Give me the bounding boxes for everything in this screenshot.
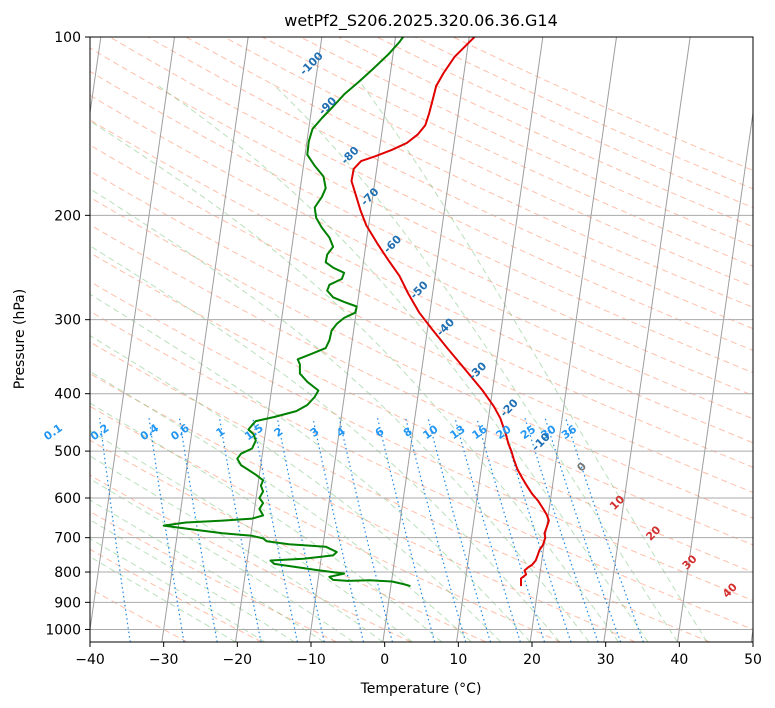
- sounding-traces: [162, 37, 550, 588]
- mixing-ratio-line: [312, 418, 365, 642]
- x-tick-label: 50: [744, 652, 762, 668]
- x-axis-label: Temperature (°C): [360, 681, 482, 697]
- mixing-ratio-line: [454, 418, 521, 642]
- dry-adiabat-line: [90, 281, 753, 601]
- isotherm-line: [382, 37, 470, 642]
- x-tick-label: 40: [670, 652, 688, 668]
- x-tick-label: −40: [75, 652, 105, 668]
- moist-adiabat-line: [90, 538, 266, 642]
- mixing-ratio-line: [338, 418, 393, 642]
- chart-title: wetPf2_S206.2025.320.06.36.G14: [284, 11, 558, 31]
- y-tick-label: 900: [54, 595, 81, 611]
- moist-adiabat-line: [90, 455, 384, 642]
- mixing-ratio-line: [148, 418, 185, 642]
- moist-adiabat-line: [155, 83, 649, 642]
- mixing-ratio-line: [544, 418, 622, 642]
- x-tick-label: 30: [597, 652, 615, 668]
- moist-adiabat-line: [90, 478, 354, 642]
- dewpoint-trace: [162, 37, 411, 588]
- plot-area: [90, 37, 753, 642]
- temperature-trace: [350, 37, 550, 587]
- y-tick-label: 100: [54, 30, 81, 46]
- x-axis-ticks: −40 −30 −20 −10 0 10 20 30 40 50: [75, 642, 762, 668]
- isotherm-lines: [90, 37, 753, 642]
- dry-adiabat-line: [90, 341, 711, 642]
- y-tick-label: 700: [54, 531, 81, 547]
- plot-frame: [89, 36, 754, 643]
- moist-adiabat-line: [90, 402, 443, 642]
- dry-adiabat-line: [90, 224, 753, 546]
- x-tick-label: 10: [449, 652, 467, 668]
- isotherm-line: [456, 37, 544, 642]
- dry-adiabat-line: [90, 70, 753, 397]
- mixing-ratio-line: [476, 418, 546, 642]
- mixing-ratio-line: [377, 418, 436, 642]
- moist-adiabat-line: [90, 120, 619, 642]
- y-tick-label: 600: [54, 491, 81, 507]
- mixing-ratio-line: [252, 418, 298, 642]
- dry-adiabat-line: [90, 548, 262, 642]
- y-tick-label: 500: [54, 444, 81, 460]
- y-tick-label: 300: [54, 313, 81, 329]
- dry-adiabat-line: [90, 196, 753, 519]
- x-tick-label: 20: [523, 652, 541, 668]
- isobar-lines: [90, 37, 753, 630]
- y-tick-label: 400: [54, 387, 81, 403]
- dry-adiabat-line: [90, 511, 337, 642]
- mixing-ratio-line: [405, 418, 467, 642]
- mixing-ratio-line: [524, 418, 599, 642]
- y-tick-label: 1000: [45, 622, 81, 638]
- x-tick-label: 0: [380, 652, 389, 668]
- x-tick-label: −30: [149, 652, 179, 668]
- mixing-ratio-line: [276, 418, 325, 642]
- dry-adiabat-line: [90, 405, 561, 642]
- x-tick-label: −10: [296, 652, 326, 668]
- y-tick-label: 200: [54, 208, 81, 224]
- moist-adiabat-line: [90, 293, 531, 642]
- dry-adiabat-line: [147, 37, 753, 330]
- dry-adiabat-line: [90, 310, 753, 630]
- mixing-ratio-line: [99, 418, 131, 642]
- isotherm-line: [677, 109, 753, 642]
- moist-adiabat-line: [90, 556, 236, 642]
- y-axis-label: Pressure (hPa): [12, 289, 28, 389]
- mixing-ratio-line: [500, 418, 572, 642]
- moist-adiabat-line: [90, 370, 472, 642]
- y-tick-label: 800: [54, 565, 81, 581]
- isotherm-line: [161, 37, 249, 642]
- isotherm-line: [90, 37, 175, 633]
- moist-adiabat-line: [90, 245, 561, 642]
- isotherm-line: [235, 37, 323, 642]
- y-axis-ticks: 1000 900 800 700 600 500 400 300 200 100: [45, 30, 90, 638]
- mixing-ratio-line: [427, 418, 492, 642]
- moist-adiabat-lines: [90, 83, 708, 642]
- moist-adiabat-line: [90, 188, 590, 642]
- moist-adiabat-line: [361, 83, 708, 642]
- dry-adiabat-line: [90, 170, 753, 494]
- isotherm-line: [308, 37, 396, 642]
- moist-adiabat-line: [272, 83, 678, 642]
- mixing-ratio-lines: [99, 418, 644, 642]
- mixing-ratio-line: [565, 418, 644, 642]
- isotherm-line: [603, 37, 691, 642]
- dry-adiabat-line: [90, 94, 753, 420]
- x-tick-label: −20: [223, 652, 253, 668]
